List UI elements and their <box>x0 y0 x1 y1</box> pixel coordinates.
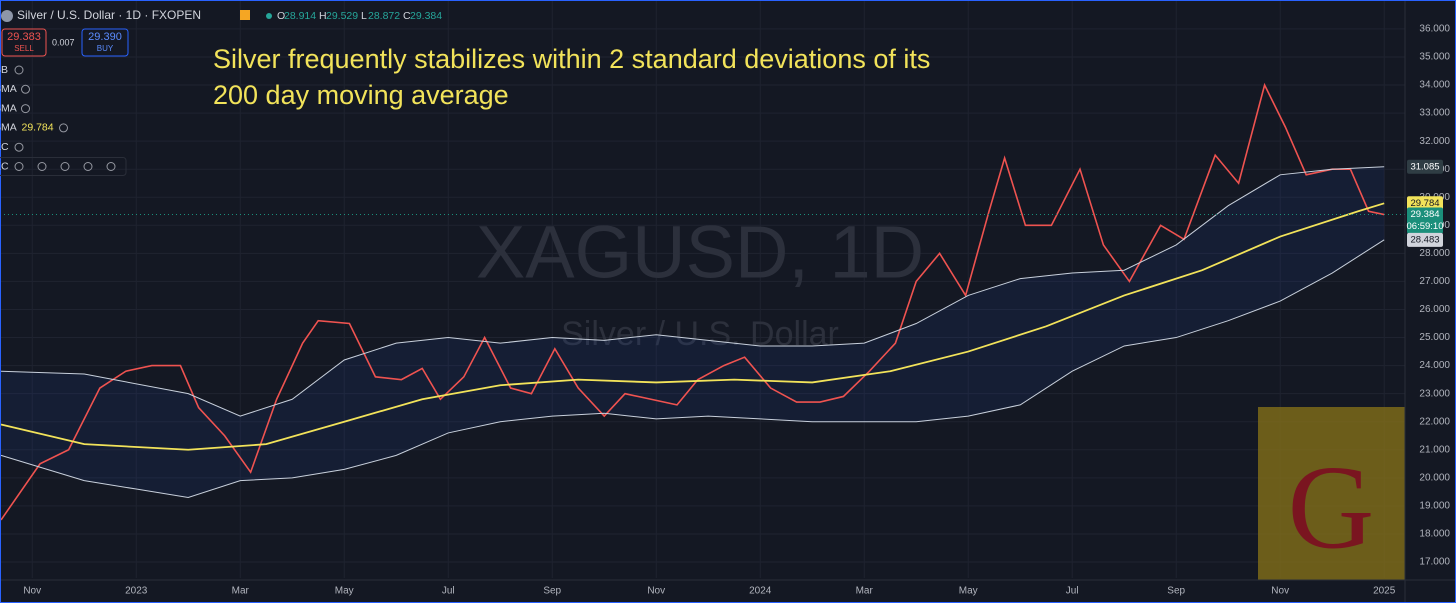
countdown: 06:59:10 <box>1407 221 1444 232</box>
y-tick-label: 19.000 <box>1419 501 1450 512</box>
price-label: 31.085 <box>1410 161 1439 172</box>
status-dot <box>266 13 272 19</box>
indicator-icon <box>37 162 47 171</box>
watermark-symbol: XAGUSD, 1D <box>476 211 924 294</box>
indicators: BB SMA SMA SMA 29.784 KC KC <box>0 64 127 176</box>
indicator-icon <box>14 65 24 75</box>
indicator-line <box>1 166 1385 417</box>
x-tick-label: 2023 <box>125 586 148 597</box>
ohlc-value: 28.914 <box>284 10 316 22</box>
logo: G <box>1288 441 1375 574</box>
ohlc-value: 28.872 <box>368 10 400 22</box>
ohlc-value: 29.529 <box>326 10 358 22</box>
annotation: 200 day moving average <box>213 80 509 110</box>
y-tick-label: 24.000 <box>1419 360 1450 371</box>
y-tick-label: 20.000 <box>1419 472 1450 483</box>
x-tick-label: Nov <box>1271 586 1289 597</box>
annotation: Silver frequently stabilizes within 2 st… <box>213 44 930 74</box>
indicator-value: 29.784 <box>22 122 54 134</box>
channel-fill <box>1 166 1385 498</box>
price-label-box <box>1407 196 1443 211</box>
indicator-icon <box>21 104 30 114</box>
ohlc-key: H <box>319 10 327 22</box>
ohlc-key: L <box>361 10 367 22</box>
x-tick-label: Mar <box>856 586 874 597</box>
x-tick-label: Sep <box>1167 586 1185 597</box>
y-tick-label: 27.000 <box>1419 276 1450 287</box>
y-tick-label: 34.000 <box>1419 80 1450 91</box>
x-tick-label: Sep <box>543 586 561 597</box>
indicator-line <box>0 239 1385 498</box>
indicator-icon <box>14 162 24 171</box>
indicator-name: BB <box>0 64 8 76</box>
spread: 0.007 <box>52 37 75 47</box>
ohlc-value: 29.384 <box>410 10 442 22</box>
indicator-line <box>0 202 1385 451</box>
y-tick-label: 33.000 <box>1419 108 1450 119</box>
y-tick-label: 18.000 <box>1419 529 1450 540</box>
sell-price: 29.383 <box>7 31 41 43</box>
indicator-name: SMA <box>0 83 17 95</box>
y-tick-label: 22.000 <box>1419 416 1450 427</box>
buy-button[interactable] <box>81 28 129 57</box>
y-tick-label: 17.000 <box>1419 557 1450 568</box>
y-tick-label: 28.000 <box>1419 248 1450 259</box>
x-tick-label: Nov <box>647 586 665 597</box>
y-tick-label: 36.000 <box>1419 24 1450 35</box>
indicator-name: KC <box>0 160 9 172</box>
x-tick-label: May <box>959 586 978 597</box>
price-label: 29.384 <box>1410 209 1439 220</box>
sell-button[interactable] <box>1 28 47 57</box>
indicator-toolbar <box>0 157 127 176</box>
x-tick-label: Jul <box>1066 586 1079 597</box>
y-tick-label: 21.000 <box>1419 444 1450 455</box>
flag <box>240 10 250 20</box>
symbol-title[interactable]: Silver / U.S. Dollar · 1D · FXOPEN <box>17 8 201 22</box>
indicator-icon <box>59 123 68 133</box>
buy-price: 29.390 <box>88 31 122 43</box>
x-tick-label: Nov <box>23 586 41 597</box>
x-tick-label: Mar <box>232 586 250 597</box>
indicator-icon <box>21 84 30 94</box>
x-tick-label: 2025 <box>1373 586 1396 597</box>
y-tick-label: 26.000 <box>1419 304 1450 315</box>
indicator-name: SMA <box>0 122 17 134</box>
price-label-box <box>1407 232 1443 247</box>
x-tick-label: Jul <box>442 586 455 597</box>
price-label: 28.483 <box>1410 234 1439 245</box>
y-tick-label: 35.000 <box>1419 52 1450 63</box>
indicator-icon <box>14 142 24 152</box>
x-tick-label: 2024 <box>749 586 772 597</box>
sell-label: SELL <box>14 44 34 53</box>
y-tick-label: 23.000 <box>1419 388 1450 399</box>
price-line <box>0 82 1385 521</box>
buy-label: BUY <box>97 44 114 53</box>
price-label: 29.784 <box>1410 198 1439 209</box>
indicator-icon <box>106 162 116 171</box>
symbol-icon <box>1 10 13 22</box>
watermark-description: Silver / U.S. Dollar <box>561 315 839 353</box>
price-label-box <box>1407 207 1443 234</box>
ohlc: O28.914 H 29.529 L 28.872 C 29.384 <box>277 10 442 22</box>
ohlc-key: O <box>277 10 285 22</box>
grid <box>0 0 1405 578</box>
y-tick-label: 32.000 <box>1419 136 1450 147</box>
ohlc-key: C <box>403 10 411 22</box>
indicator-name: SMA <box>0 102 17 114</box>
x-tick-label: May <box>335 586 354 597</box>
y-tick-label: 25.000 <box>1419 332 1450 343</box>
indicator-icon <box>60 162 70 171</box>
logo-box <box>1258 407 1405 580</box>
indicator-icon <box>83 162 93 171</box>
indicator-name: KC <box>0 141 9 153</box>
price-label-box <box>1407 159 1443 174</box>
plot <box>0 82 1405 521</box>
